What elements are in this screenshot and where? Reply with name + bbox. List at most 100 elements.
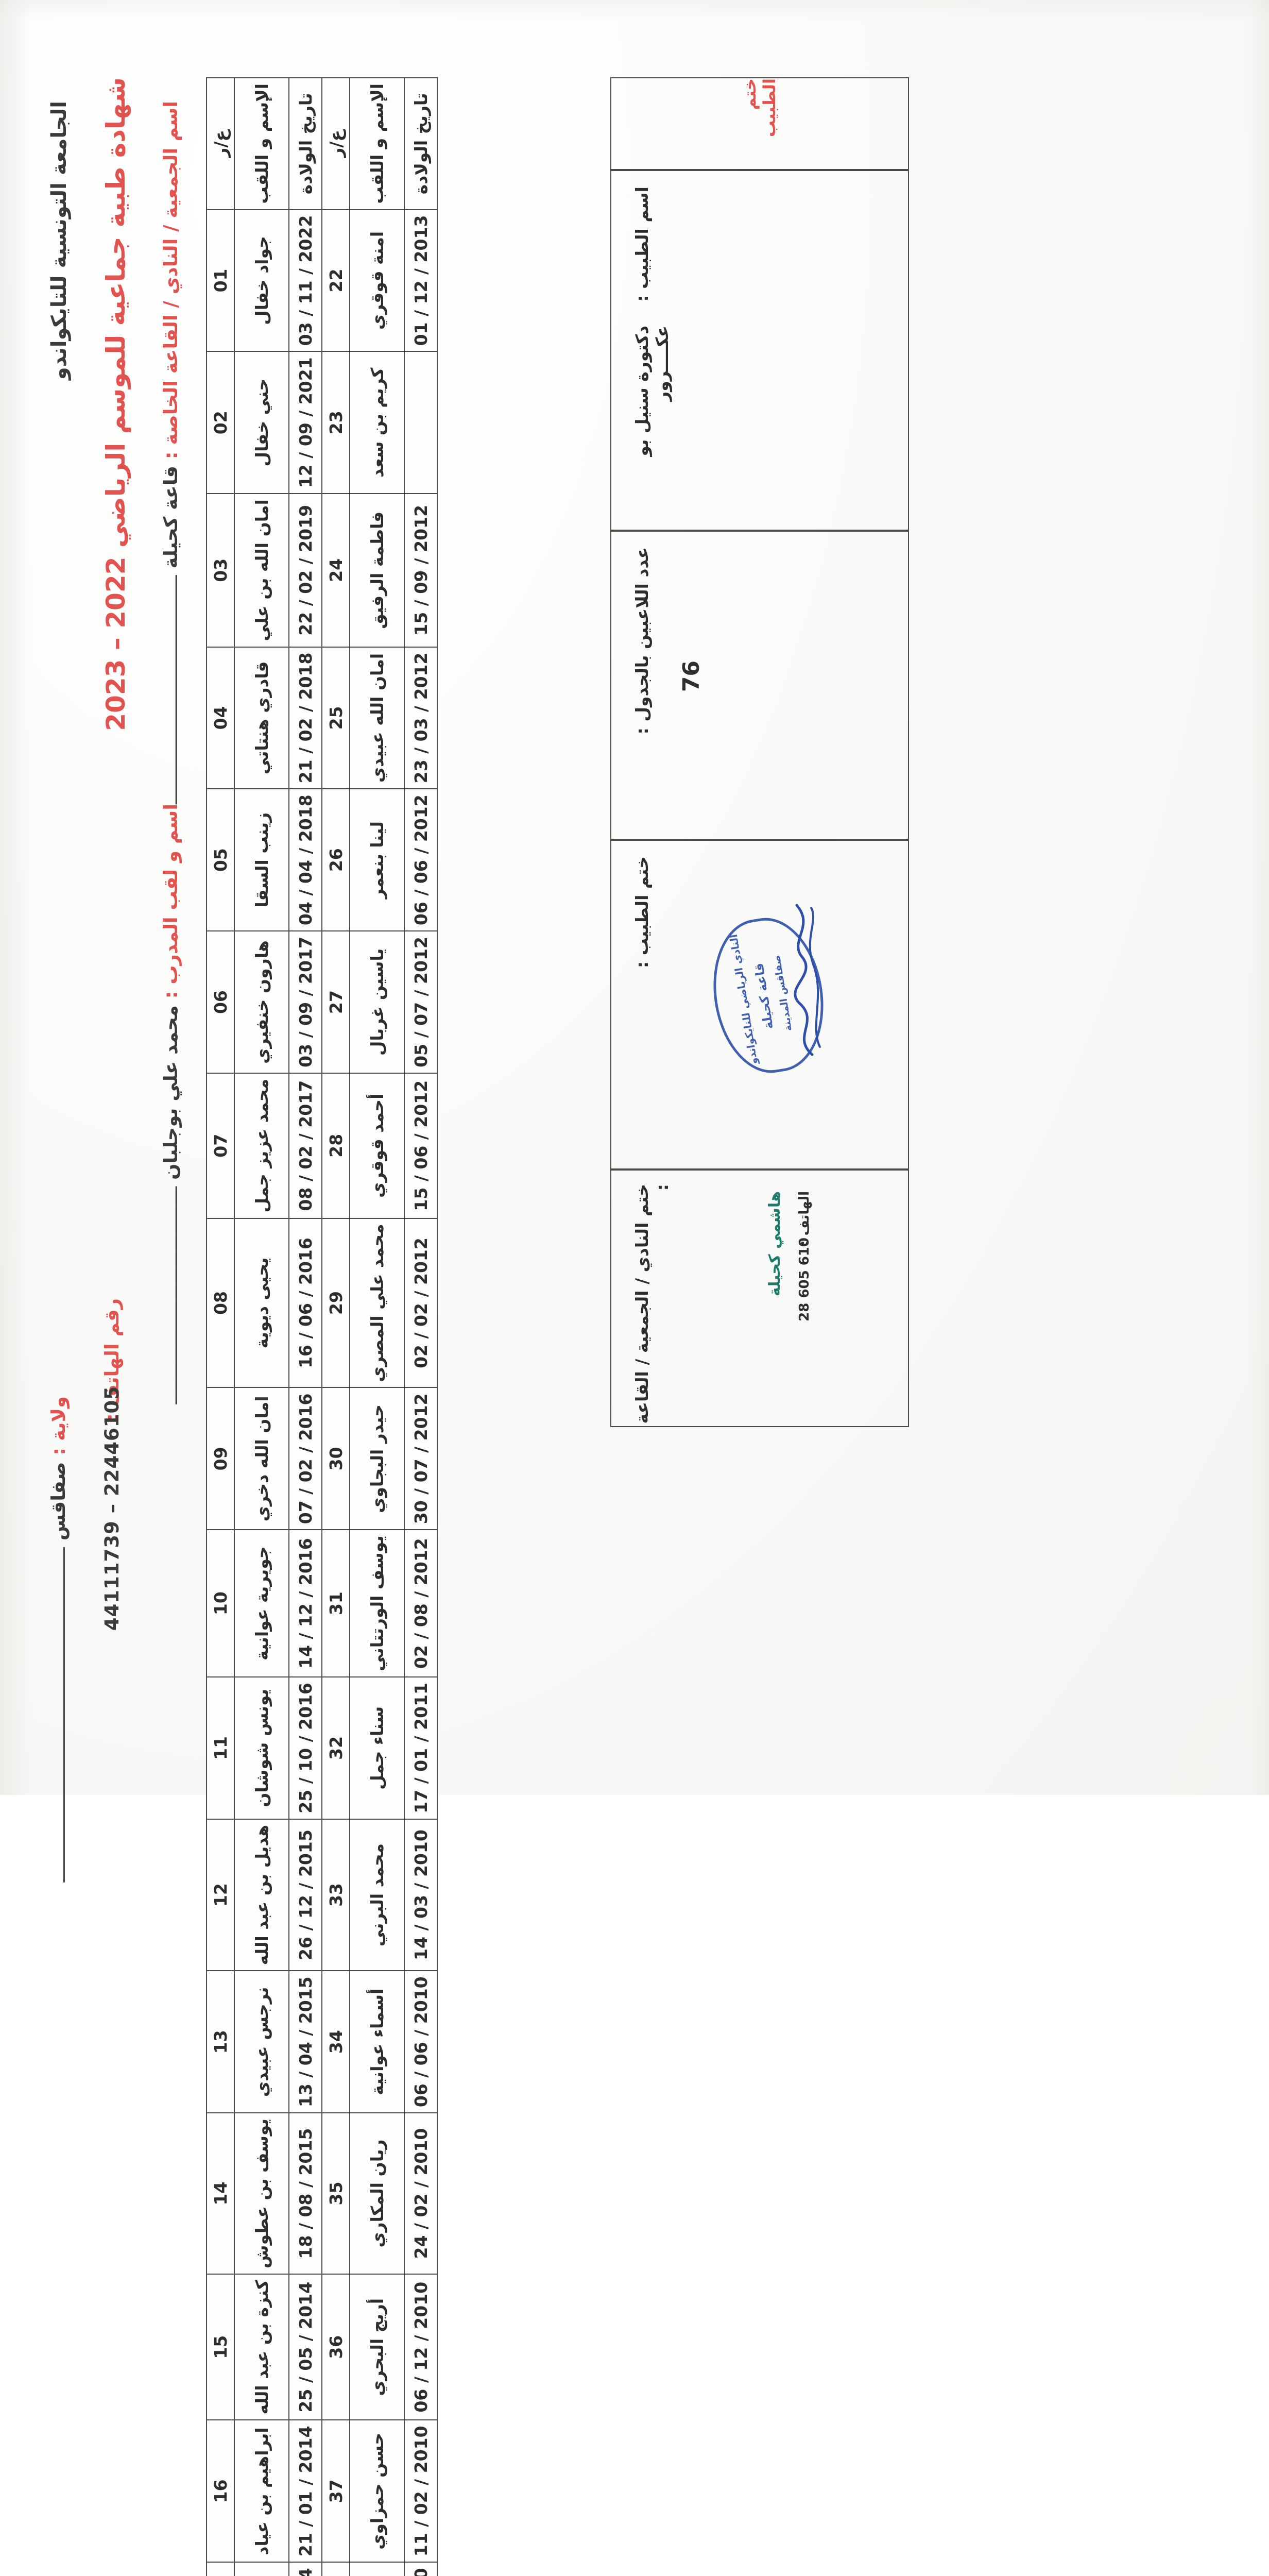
player-index-cell: 32 — [322, 1677, 350, 1819]
player-name-cell: سناء جمل — [350, 1677, 404, 1819]
player-index-cell: 29 — [322, 1218, 350, 1388]
player-index-cell: 22 — [322, 209, 350, 352]
player-name-cell: كنزة بن عبد الله — [234, 2274, 289, 2420]
player-name-cell: امان الله دخري — [234, 1387, 289, 1530]
col-label-birth-1: تاريخ الولادة — [289, 78, 322, 210]
trainer-dotted-line: ـــــــــــــــــــــــــــــــــــــــ — [160, 1186, 182, 1404]
player-index-cell: 28 — [322, 1073, 350, 1218]
player-name-cell: يحيى ديوية — [234, 1218, 289, 1388]
player-index-cell: 34 — [322, 1971, 350, 2113]
player-birthdate-cell: 21 / 02 / 2018 — [289, 647, 322, 789]
player-index-cell: 26 — [322, 789, 350, 931]
table-row-births-block2: تاريخ الولادة 01 / 12 / 2013 15 / 09 / 20… — [404, 78, 437, 2576]
player-name-cell: محمد السقا — [234, 2562, 289, 2576]
wilaya-dotted-line: ــــــــــــــــــــــــــــــــــــــــ… — [47, 1547, 70, 1883]
player-name-cell: امان الله عبيدي — [350, 647, 404, 789]
player-birthdate-cell: 22 / 02 / 2019 — [289, 494, 322, 647]
footer-president-phone-value: 28 605 610 — [797, 1238, 812, 1321]
player-birthdate-cell: 06 / 06 / 2010 — [404, 1971, 437, 2113]
player-birthdate-cell: 14 / 03 / 2010 — [404, 1819, 437, 1971]
player-birthdate-cell: 28 / 08 / 2010 — [404, 2562, 437, 2576]
player-index-cell: 09 — [207, 1387, 234, 1530]
player-birthdate-cell: 04 / 04 / 2018 — [289, 789, 322, 931]
wilaya-label: ولاية : — [47, 1396, 70, 1455]
player-birthdate-cell: 02 / 08 / 2012 — [404, 1530, 437, 1677]
col-label-birth-2: تاريخ الولادة — [404, 78, 437, 210]
player-name-cell: كريم بن سعد — [350, 351, 404, 494]
wilaya-field: ولاية : صفاقس ــــــــــــــــــــــــــ… — [47, 1396, 70, 1883]
player-index-cell: 35 — [322, 2113, 350, 2274]
player-index-cell: 11 — [207, 1677, 234, 1819]
player-birthdate-cell: 13 / 04 / 2015 — [289, 1971, 322, 2113]
player-index-cell: 30 — [322, 1387, 350, 1530]
player-name-cell: محمد البرني — [350, 1819, 404, 1971]
col-label-name-1: الإسم و اللقب — [234, 78, 289, 210]
player-birthdate-cell: 14 / 12 / 2016 — [289, 1530, 322, 1677]
player-name-cell: أريج البحري — [350, 2274, 404, 2420]
player-birthdate-cell: 11 / 02 / 2010 — [404, 2420, 437, 2563]
player-name-cell: هديل بن عبد الله — [234, 1819, 289, 1971]
player-birthdate-cell: 26 / 12 / 2015 — [289, 1819, 322, 1971]
player-name-cell: ريان المكاري — [350, 2113, 404, 2274]
trainer-value: محمد علي بوجلبان — [160, 1005, 182, 1180]
table-row-births-block1: تاريخ الولادة 03 / 11 / 2022 12 / 09 / 20… — [289, 78, 322, 2576]
player-index-cell: 25 — [322, 647, 350, 789]
player-name-cell: امنة قوقري — [350, 209, 404, 352]
player-birthdate-cell: 06 / 12 / 2010 — [404, 2274, 437, 2420]
player-name-cell: أمير مسلمي — [350, 2562, 404, 2576]
player-index-cell: 31 — [322, 1530, 350, 1677]
footer-club-stamp-label: ختم النادي / الجمعية / القاعة : — [632, 1184, 672, 1424]
federation-name: الجامعة التونسية للتايكواندو — [47, 101, 71, 380]
phone-value: 44111739 – 22446105 — [101, 1386, 123, 1631]
player-index-cell: 16 — [207, 2420, 234, 2563]
player-birthdate-cell: 25 / 05 / 2014 — [289, 2274, 322, 2420]
signature-scribble-icon — [781, 903, 828, 1057]
player-index-cell: 06 — [207, 931, 234, 1073]
player-name-cell: حيدر البجاوي — [350, 1387, 404, 1530]
player-name-cell: لينا بنعمر — [350, 789, 404, 931]
player-index-cell: 17 — [207, 2562, 234, 2576]
player-name-cell: يوسف الورتتاني — [350, 1530, 404, 1677]
player-index-cell: 07 — [207, 1073, 234, 1218]
player-index-cell: 37 — [322, 2420, 350, 2563]
certificate-sheet: الجامعة التونسية للتايكواندو شهادة طبية … — [47, 77, 909, 2576]
club-field: اسم الجمعية / النادي / القاعة الخاصة : ق… — [160, 101, 182, 804]
player-name-cell: جواد خفال — [234, 209, 289, 352]
player-birthdate-cell: 07 / 02 / 2016 — [289, 1387, 322, 1530]
player-name-cell: حني خفال — [234, 351, 289, 494]
player-name-cell: يونس شوشان — [234, 1677, 289, 1819]
col-label-num-2: ع/ر — [322, 78, 350, 210]
player-birthdate-cell: 25 / 10 / 2016 — [289, 1677, 322, 1819]
player-name-cell: امان الله بن علي — [234, 494, 289, 647]
player-index-cell: 27 — [322, 931, 350, 1073]
player-index-cell: 36 — [322, 2274, 350, 2420]
col-label-num-1: ع/ر — [207, 78, 234, 210]
footer-label-doctor-stamp: ختم الطبيب — [740, 78, 779, 138]
club-dotted-line: ــــــــــــــــــــــــــــــــــــــــ… — [160, 575, 182, 804]
player-name-cell: نرجس عبيدي — [234, 1971, 289, 2113]
trainer-field: اسم و لقب المدرب : محمد علي بوجلبان ــــ… — [160, 804, 182, 1404]
player-index-cell: 08 — [207, 1218, 234, 1388]
col-label-name-2: الإسم و اللقب — [350, 78, 404, 210]
footer-count-value: 76 — [678, 660, 705, 692]
player-birthdate-cell: 05 / 07 / 2012 — [404, 931, 437, 1073]
player-birthdate-cell: 15 / 09 / 2012 — [404, 494, 437, 647]
player-name-cell: أسماء عوانية — [350, 1971, 404, 2113]
player-name-cell: قادري هنتاتي — [234, 647, 289, 789]
player-birthdate-cell: 03 / 09 / 2017 — [289, 931, 322, 1073]
player-birthdate-cell: 12 / 09 / 2021 — [289, 351, 322, 494]
player-index-cell: 04 — [207, 647, 234, 789]
player-birthdate-cell: 17 / 01 / 2011 — [404, 1677, 437, 1819]
player-birthdate-cell: 15 / 06 / 2012 — [404, 1073, 437, 1218]
player-index-cell: 13 — [207, 1971, 234, 2113]
player-index-cell: 03 — [207, 494, 234, 647]
player-index-cell: 10 — [207, 1530, 234, 1677]
page-title: شهادة طبية جماعية للموسم الرياضي 2022 – … — [101, 77, 131, 731]
player-index-cell: 14 — [207, 2113, 234, 2274]
player-birthdate-cell: 23 / 03 / 2012 — [404, 647, 437, 789]
player-name-cell: زينب السقا — [234, 789, 289, 931]
table-row-numbers-block2: ع/ر 222324252627282930313233343536373839… — [322, 78, 350, 2576]
player-birthdate-cell: 06 / 06 / 2012 — [404, 789, 437, 931]
player-name-cell: حسن حمزاوي — [350, 2420, 404, 2563]
player-name-cell: ياسين غربال — [350, 931, 404, 1073]
